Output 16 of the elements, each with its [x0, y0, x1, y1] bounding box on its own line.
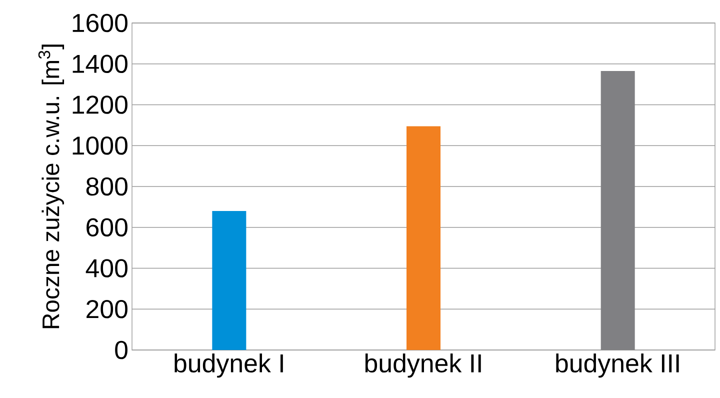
- x-tick-label: budynek I: [174, 354, 283, 378]
- bar: [406, 126, 441, 350]
- x-tick-label: budynek II: [365, 354, 481, 378]
- bar: [600, 71, 635, 350]
- y-tick-label: 1000: [72, 136, 128, 155]
- y-tick-label: 200: [86, 300, 128, 318]
- y-axis-title: Roczne zużycie c.w.u. [m$^{3}$]: [38, 44, 64, 328]
- y-tick-label: 0: [115, 340, 128, 360]
- y-tick-label: 1200: [72, 96, 128, 114]
- y-tick-label: 1400: [72, 54, 128, 74]
- y-tick-label: 800: [86, 177, 128, 196]
- y-tick-label: 600: [86, 218, 128, 237]
- bar: [212, 211, 246, 350]
- x-tick-label: budynek III: [556, 354, 679, 378]
- y-tick-label: 1600: [72, 14, 128, 32]
- y-tick-label: 400: [86, 259, 128, 278]
